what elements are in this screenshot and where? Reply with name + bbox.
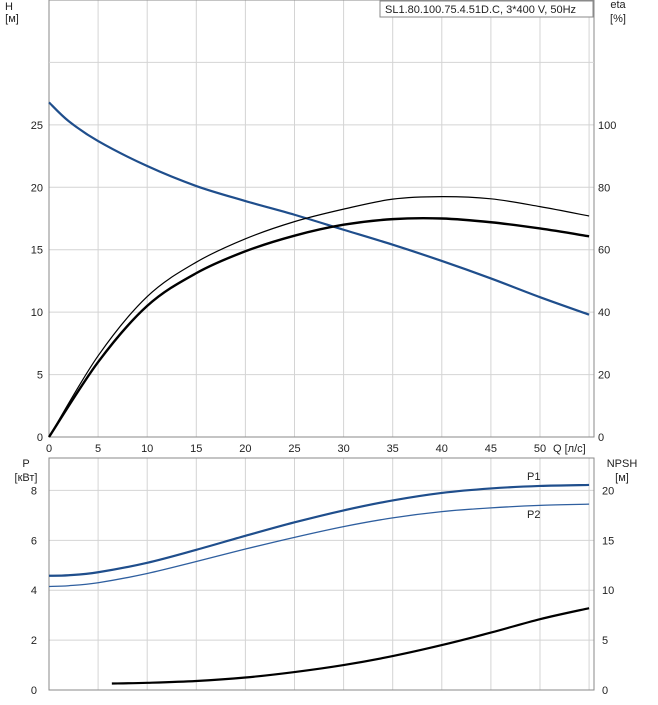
flow-tick-label: 35 (387, 443, 399, 455)
power-tick-label: 4 (31, 585, 37, 597)
series-label-p1: P1 (527, 471, 540, 483)
npsh-tick-label: 15 (602, 535, 614, 547)
head-tick-label: 10 (31, 307, 43, 319)
power-axis-unit: [кВт] (15, 472, 38, 484)
head-axis-label: H (5, 1, 13, 13)
efficiency-axis-label: eta (610, 0, 626, 11)
flow-tick-label: 25 (288, 443, 300, 455)
head-series-layer (47, 101, 590, 438)
power-grid (48, 457, 595, 691)
head-axis-unit: [м] (5, 13, 19, 25)
plot-frame (48, 457, 595, 691)
chart-title: SL1.80.100.75.4.51D.C, 3*400 V, 50Hz (385, 4, 576, 16)
npsh-tick-label: 10 (602, 585, 614, 597)
power-axis-label: P (22, 458, 29, 470)
power-p1-curve (48, 483, 590, 577)
power-tick-label: 2 (31, 635, 37, 647)
efficiency-tick-label: 100 (598, 120, 616, 132)
head-tick-label: 5 (37, 370, 43, 382)
npsh-curve (111, 607, 590, 685)
npsh-tick-label: 20 (602, 485, 614, 497)
efficiency-tick-label: 80 (598, 182, 610, 194)
npsh-axis-unit: [м] (615, 472, 629, 484)
efficiency-tick-label: 40 (598, 307, 610, 319)
power-tick-label: 8 (31, 485, 37, 497)
head-curve (48, 101, 590, 316)
efficiency-tick-label: 0 (598, 432, 604, 444)
power-tick-label: 6 (31, 535, 37, 547)
npsh-tick-label: 5 (602, 635, 608, 647)
power-tick-label: 0 (31, 685, 37, 697)
chart-title-box (379, 0, 594, 18)
head-tick-label: 25 (31, 120, 43, 132)
head-ticks-layer: 0 5 10 15 20 25 0 20 40 60 80 100 0 5 10 15 20 25 30 35 40 45… (31, 120, 617, 455)
power-npsh-panel: 0 2 4 6 8 0 5 10 15 20 P [кВт] NPSH [м] P1 P2 (15, 457, 638, 697)
efficiency-tick-label: 20 (598, 370, 610, 382)
flow-tick-label: 20 (239, 443, 251, 455)
npsh-axis-label: NPSH (607, 458, 638, 470)
power-ticks-layer: 0 2 4 6 8 0 5 10 15 20 (31, 485, 614, 697)
npsh-tick-label: 0 (602, 685, 608, 697)
head-tick-label: 15 (31, 245, 43, 257)
efficiency-curve-thick (47, 216, 590, 438)
plot-frame (48, 0, 595, 438)
head-tick-label: 20 (31, 182, 43, 194)
power-p2-curve (48, 503, 590, 588)
flow-tick-label: 0 (46, 443, 52, 455)
power-series-layer (48, 483, 590, 685)
flow-tick-label: 40 (436, 443, 448, 455)
efficiency-axis-unit: [%] (610, 13, 626, 25)
flow-axis-label: Q [л/с] (553, 443, 586, 455)
efficiency-tick-label: 60 (598, 245, 610, 257)
series-label-p2: P2 (527, 509, 540, 521)
efficiency-curve-thin (48, 196, 590, 438)
flow-tick-label: 10 (141, 443, 153, 455)
flow-tick-label: 15 (190, 443, 202, 455)
flow-tick-label: 50 (534, 443, 546, 455)
flow-tick-label: 45 (485, 443, 497, 455)
flow-tick-label: 30 (337, 443, 349, 455)
flow-tick-label: 5 (95, 443, 101, 455)
head-tick-label: 0 (37, 432, 43, 444)
head-efficiency-panel: 0 5 10 15 20 25 0 20 40 60 80 100 0 5 10 15 20 25 30 35 40 45… (5, 0, 627, 455)
head-grid (48, 0, 595, 438)
